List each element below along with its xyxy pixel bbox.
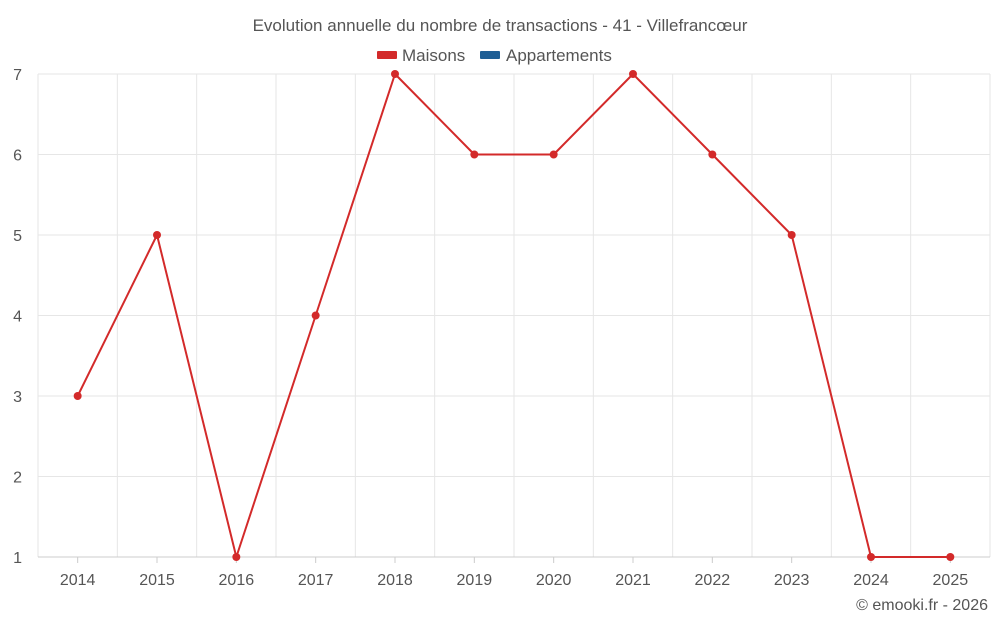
data-point-maisons-2024[interactable]: [867, 553, 875, 561]
y-tick-label: 3: [13, 389, 22, 406]
y-axis-ticks: 1 2 3 4 5 6 7: [13, 67, 22, 567]
data-point-maisons-2021[interactable]: [629, 70, 637, 78]
x-tick-label: 2014: [60, 572, 96, 589]
legend-label-appartements[interactable]: Appartements: [506, 46, 612, 65]
x-axis-ticks: 2014 2015 2016 2017 2018 2019 2020 2021 2022 2023…: [60, 572, 968, 589]
data-point-maisons-2015[interactable]: [153, 231, 161, 239]
series-group: [73, 70, 955, 561]
series-line-maisons: [76, 73, 951, 558]
y-tick-label: 2: [13, 470, 22, 487]
data-point-maisons-2023[interactable]: [787, 231, 796, 239]
x-tick-label: 2024: [853, 572, 889, 589]
data-point-maisons-2018[interactable]: [391, 70, 399, 78]
y-tick-label: 1: [13, 550, 22, 567]
x-tick-label: 2025: [933, 572, 969, 589]
x-tick-label: 2015: [139, 572, 175, 589]
data-point-maisons-2016[interactable]: [232, 553, 241, 561]
credit-text: © emooki.fr - 2026: [856, 597, 988, 614]
data-point-maisons-2019[interactable]: [470, 150, 479, 159]
chart-title: Evolution annuelle du nombre de transact…: [253, 16, 748, 35]
y-tick-label: 7: [13, 67, 22, 84]
y-tick-label: 6: [13, 148, 22, 165]
data-point-maisons-2025[interactable]: [946, 553, 955, 561]
grid: [37, 73, 991, 557]
x-tick-label: 2021: [615, 572, 651, 589]
x-tick-label: 2016: [219, 572, 255, 589]
legend-swatch-appartements[interactable]: [480, 51, 500, 59]
x-tick-label: 2017: [298, 572, 334, 589]
axes: [38, 556, 990, 563]
data-point-maisons-2022[interactable]: [708, 150, 717, 159]
data-point-maisons-2017[interactable]: [311, 311, 320, 320]
y-tick-label: 4: [13, 309, 22, 326]
y-tick-label: 5: [13, 228, 22, 245]
data-point-maisons-2014[interactable]: [73, 392, 82, 400]
legend: Maisons Appartements: [377, 46, 612, 65]
x-tick-label: 2022: [695, 572, 731, 589]
data-point-maisons-2020[interactable]: [549, 150, 558, 159]
x-tick-label: 2019: [457, 572, 493, 589]
legend-swatch-maisons[interactable]: [377, 51, 397, 59]
x-tick-label: 2023: [774, 572, 810, 589]
x-tick-label: 2018: [377, 572, 413, 589]
x-tick-label: 2020: [536, 572, 572, 589]
legend-label-maisons[interactable]: Maisons: [402, 46, 465, 65]
